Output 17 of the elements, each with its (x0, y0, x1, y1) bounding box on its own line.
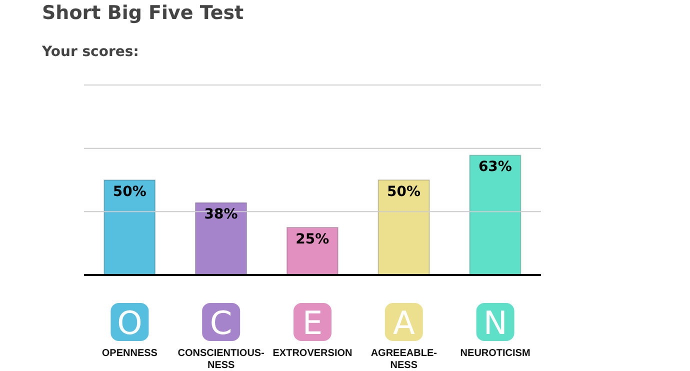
text: O (117, 304, 142, 342)
x-tick-label: OPENNESS (102, 348, 158, 359)
data-label: 63% (478, 159, 512, 176)
x-tick-label: AGREEABLE- NESS (370, 348, 437, 371)
chart-subtitle: Your scores: (42, 44, 139, 60)
data-label: 25% (296, 231, 330, 248)
text: N (483, 304, 508, 342)
x-tick-label: CONSCIENTIOUS- NESS (178, 348, 264, 371)
data-label: 50% (112, 184, 146, 200)
x-tick-label: EXTROVERSION (272, 348, 352, 359)
text: C (210, 304, 232, 342)
chart-title: Short Big Five Test (42, 2, 244, 24)
x-tick-label: NEUROTICISM (460, 348, 530, 359)
data-label: 50% (387, 184, 421, 200)
text: E (302, 304, 323, 342)
data-label: 38% (204, 206, 238, 223)
text: A (392, 304, 415, 342)
